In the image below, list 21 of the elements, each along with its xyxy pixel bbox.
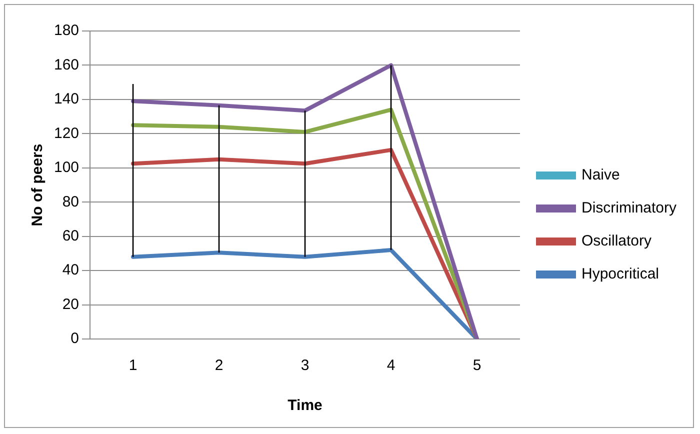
x-tick-label: 2 bbox=[214, 357, 224, 374]
y-tick-label: 180 bbox=[54, 22, 80, 40]
x-tick-label: 5 bbox=[472, 357, 482, 374]
x-tick-label: 4 bbox=[386, 357, 396, 374]
legend-label: Oscillatory bbox=[582, 232, 652, 250]
legend-label: Discriminatory bbox=[582, 200, 678, 217]
y-tick-label: 100 bbox=[54, 159, 80, 176]
y-tick-label: 60 bbox=[62, 227, 80, 244]
legend-label: Hypocritical bbox=[582, 266, 660, 283]
legend-label: Naive bbox=[582, 166, 620, 184]
x-axis-title: Time bbox=[288, 397, 322, 414]
y-tick-label: 160 bbox=[54, 56, 80, 74]
y-tick-label: 80 bbox=[62, 193, 80, 210]
y-tick-label: 20 bbox=[62, 296, 80, 313]
x-tick-label: 1 bbox=[128, 357, 138, 374]
y-tick-label: 40 bbox=[62, 262, 80, 279]
y-tick-label: 120 bbox=[54, 124, 80, 142]
x-tick-label: 3 bbox=[300, 357, 310, 374]
y-tick-label: 140 bbox=[54, 90, 80, 108]
y-tick-label: 0 bbox=[70, 330, 80, 348]
y-axis-title: No of peers bbox=[29, 144, 46, 226]
